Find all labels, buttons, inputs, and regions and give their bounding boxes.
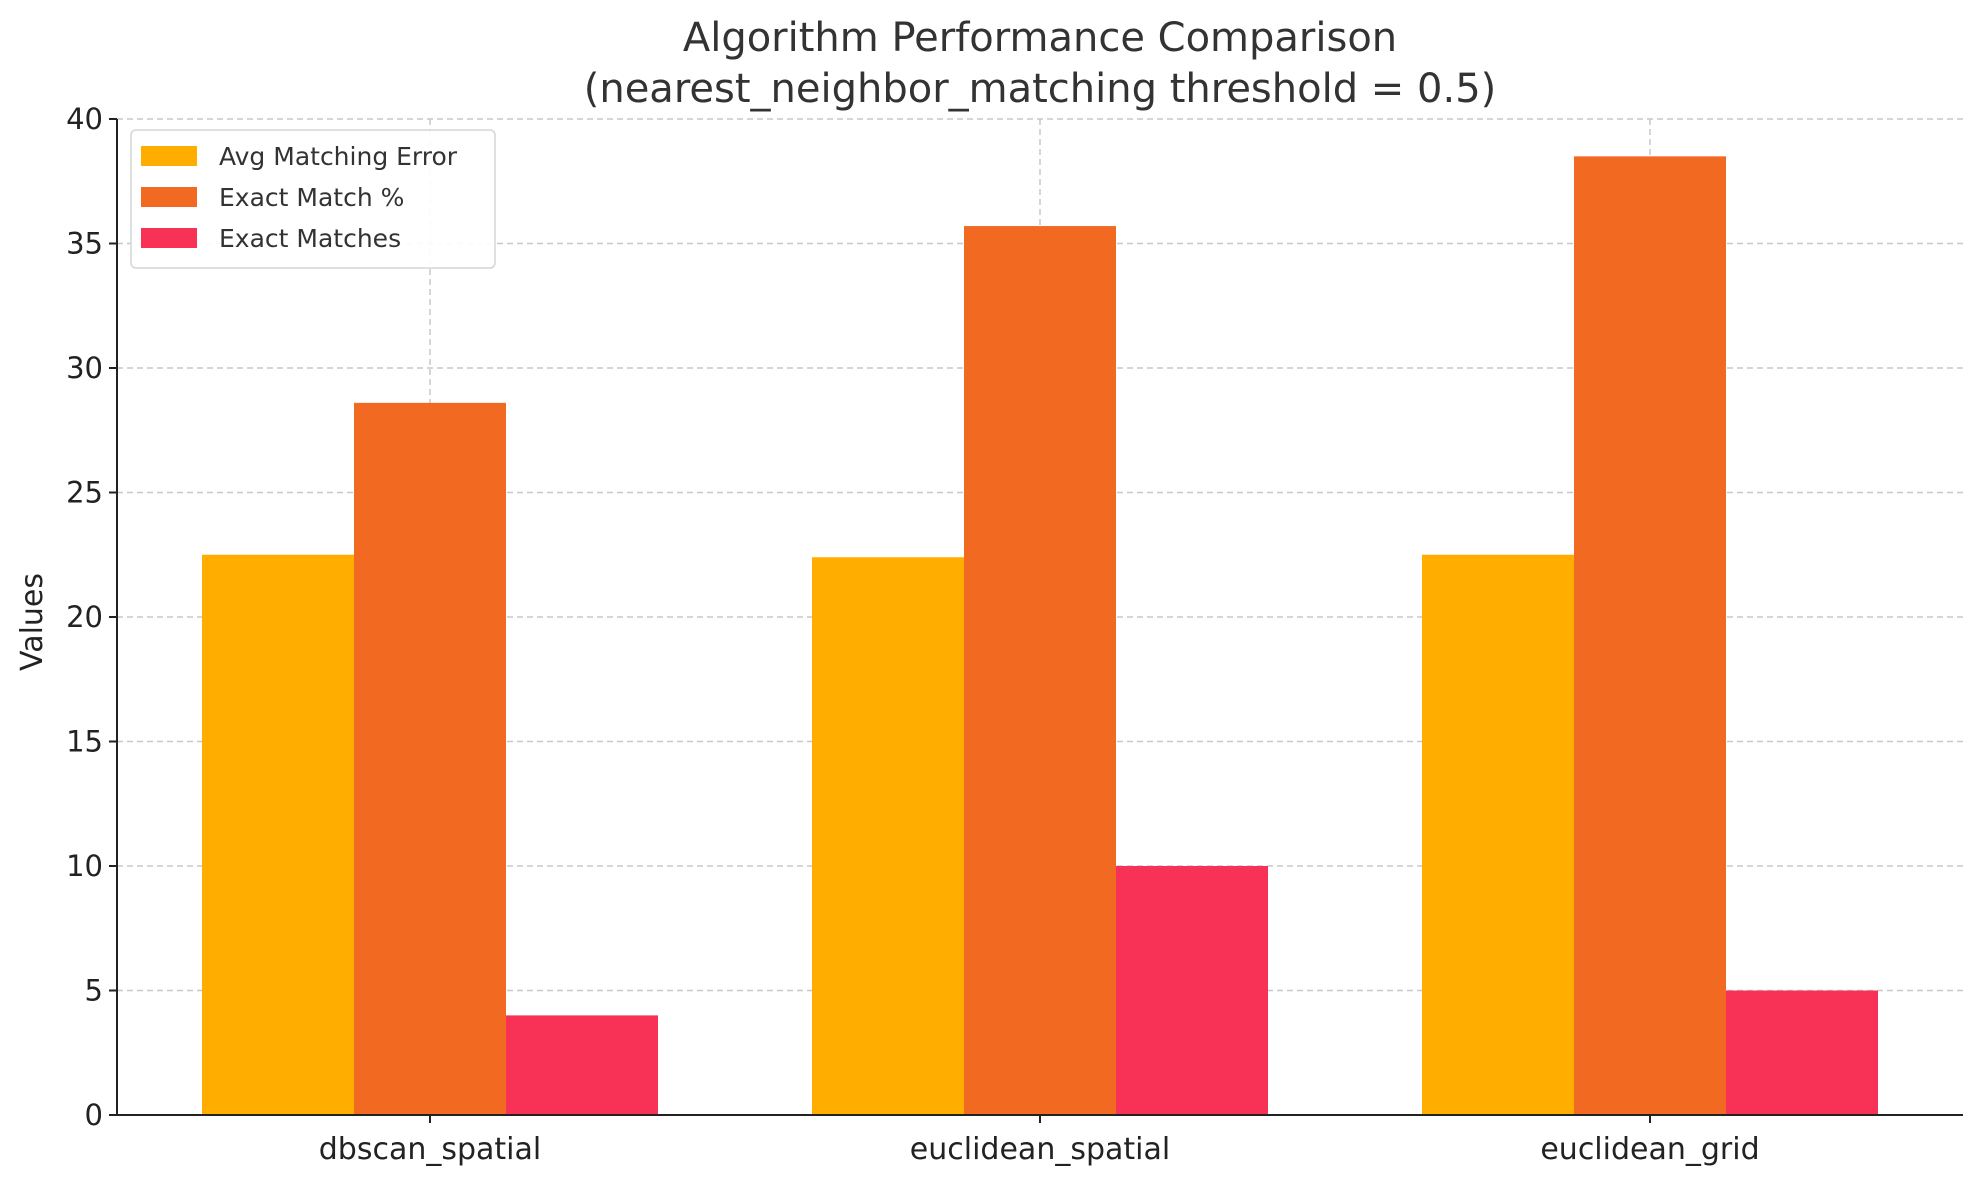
bar bbox=[202, 554, 354, 1115]
y-tick-label: 25 bbox=[66, 476, 103, 510]
x-tick-label: euclidean_spatial bbox=[910, 1132, 1170, 1167]
legend-box bbox=[130, 129, 496, 269]
y-tick-label: 20 bbox=[66, 600, 103, 634]
axes: 0 5 10 15 20 25 30 35 40 dbscan_spatial euclidean_… bbox=[66, 102, 1963, 1167]
chart-title-line2: (nearest_neighbor_matching threshold = 0… bbox=[584, 66, 1497, 112]
y-tick-label: 40 bbox=[66, 102, 103, 136]
bar bbox=[964, 226, 1116, 1115]
bar bbox=[1574, 156, 1726, 1116]
chart-title-line1: Algorithm Performance Comparison bbox=[683, 15, 1397, 61]
y-tick-label: 15 bbox=[66, 725, 103, 759]
y-tick-label: 35 bbox=[66, 227, 103, 261]
bar bbox=[812, 557, 964, 1115]
y-tick-label: 5 bbox=[85, 974, 103, 1008]
bar bbox=[506, 1015, 658, 1115]
x-tick-label: dbscan_spatial bbox=[319, 1132, 541, 1167]
bar bbox=[1422, 554, 1574, 1115]
legend-swatch bbox=[141, 146, 197, 166]
legend-swatch bbox=[141, 187, 197, 207]
bar bbox=[354, 402, 506, 1115]
bar bbox=[1116, 866, 1268, 1115]
legend: Avg Matching Error Exact Match % Exact Mat… bbox=[130, 129, 496, 269]
y-axis-label: Values bbox=[15, 573, 50, 671]
legend-label: Exact Match % bbox=[219, 183, 404, 212]
y-tick-label: 10 bbox=[66, 849, 103, 883]
x-tick-label: euclidean_grid bbox=[1540, 1132, 1759, 1167]
y-tick-label: 30 bbox=[66, 351, 103, 385]
y-tick-label: 0 bbox=[85, 1098, 103, 1132]
legend-label: Avg Matching Error bbox=[219, 142, 458, 171]
bar bbox=[1726, 990, 1878, 1115]
legend-swatch bbox=[141, 228, 197, 248]
legend-label: Exact Matches bbox=[219, 224, 401, 253]
bars bbox=[202, 156, 1878, 1116]
